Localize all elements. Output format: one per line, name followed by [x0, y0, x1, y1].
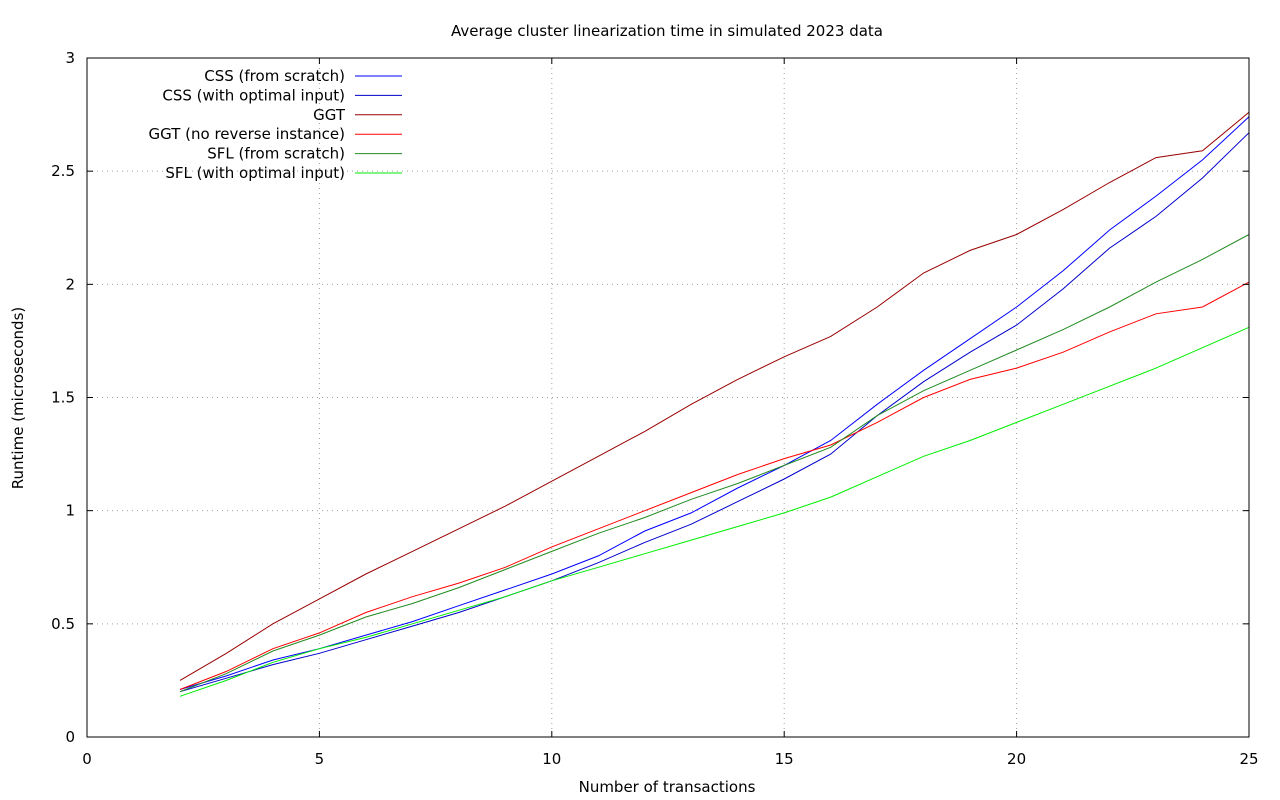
series-line-1	[179, 116, 1250, 690]
series-line-4	[179, 281, 1250, 690]
series-line-6	[179, 326, 1250, 697]
y-tick-label: 2	[65, 275, 75, 293]
y-tick-label: 0	[65, 728, 75, 746]
x-tick-label: 10	[542, 750, 561, 768]
legend-label: CSS (from scratch)	[204, 67, 345, 85]
y-tick-label: 2.5	[51, 162, 75, 180]
axis-ticks: 0 5 10 15 20 25 0 0.5 1 1.5 2 2.5 3	[51, 49, 1258, 768]
y-tick-label: 1	[65, 502, 75, 520]
series-line-2	[179, 132, 1250, 693]
x-tick-label: 0	[82, 750, 92, 768]
grid-lines	[87, 58, 1249, 737]
legend-label: SFL (from scratch)	[207, 145, 345, 163]
legend-label: CSS (with optimal input)	[162, 86, 345, 104]
x-axis-label: Number of transactions	[579, 778, 756, 796]
y-axis-label: Runtime (microseconds)	[9, 307, 27, 489]
legend-label: GGT (no reverse instance)	[149, 125, 346, 143]
series-lines	[179, 111, 1250, 697]
y-tick-label: 1.5	[51, 389, 75, 407]
legend-label: GGT	[313, 106, 346, 124]
series-line-5	[179, 234, 1250, 693]
x-tick-label: 20	[1007, 750, 1026, 768]
legend-label: SFL (with optimal input)	[165, 164, 345, 182]
y-tick-label: 0.5	[51, 615, 75, 633]
chart-title: Average cluster linearization time in si…	[451, 22, 883, 40]
x-tick-label: 5	[315, 750, 325, 768]
y-tick-label: 3	[65, 49, 75, 67]
legend: CSS (from scratch)CSS (with optimal inpu…	[149, 67, 402, 182]
x-tick-label: 25	[1239, 750, 1258, 768]
series-line-3	[179, 111, 1250, 681]
x-tick-label: 15	[775, 750, 794, 768]
